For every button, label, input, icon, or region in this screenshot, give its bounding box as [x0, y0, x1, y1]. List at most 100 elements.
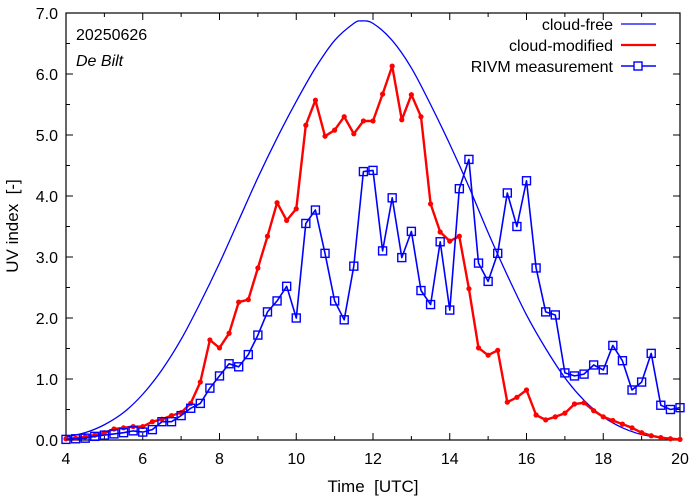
data-point	[370, 118, 376, 124]
data-point	[61, 434, 71, 445]
data-point	[619, 421, 626, 427]
data-point	[195, 398, 206, 409]
data-point	[138, 427, 148, 437]
data-point	[303, 122, 309, 128]
data-point	[312, 97, 319, 103]
data-point	[416, 285, 426, 296]
y-tick-label: 3.0	[36, 250, 58, 267]
data-point	[646, 348, 656, 359]
legend-label-cloud-free: cloud-free	[542, 17, 613, 34]
legend-label-rivm-measurement: RIVM measurement	[471, 59, 614, 76]
data-point	[473, 258, 484, 268]
data-point	[379, 91, 386, 97]
data-point	[571, 401, 578, 407]
data-point	[274, 200, 280, 206]
y-tick-label: 2.0	[36, 311, 58, 328]
data-point	[360, 118, 367, 124]
series-rivm-measurement	[61, 154, 685, 445]
date-annotation: 20250626	[76, 27, 147, 44]
data-point	[540, 307, 551, 317]
data-point	[627, 385, 637, 395]
data-point	[418, 114, 424, 120]
station-annotation: De Bilt	[76, 53, 124, 70]
data-point	[264, 233, 271, 239]
data-point	[617, 356, 628, 366]
x-axis-title: Time [UTC]	[328, 477, 419, 496]
data-point	[90, 431, 100, 442]
data-point	[176, 410, 186, 421]
data-point	[552, 414, 558, 420]
legend-marker-rivm-measurement	[633, 61, 643, 71]
data-point	[397, 252, 407, 263]
data-point	[188, 400, 194, 406]
data-point	[475, 345, 482, 351]
x-tick-label: 16	[518, 451, 536, 468]
data-point	[293, 206, 299, 212]
data-point	[157, 417, 167, 427]
data-point	[656, 400, 666, 410]
data-point	[166, 417, 177, 427]
y-tick-label: 5.0	[36, 128, 58, 145]
data-point	[205, 383, 215, 393]
data-point	[406, 226, 417, 237]
data-point	[310, 205, 321, 215]
x-tick-label: 14	[441, 451, 459, 468]
data-point	[149, 419, 155, 425]
data-point	[466, 286, 472, 292]
series-line	[65, 158, 681, 441]
data-point	[358, 166, 369, 177]
data-point	[80, 433, 90, 443]
data-point	[349, 261, 359, 271]
data-point	[665, 404, 676, 415]
data-point	[70, 434, 81, 444]
data-point	[243, 349, 253, 360]
data-point	[629, 425, 635, 431]
data-point	[329, 296, 340, 306]
y-tick-label: 0.0	[36, 433, 58, 450]
data-point	[454, 183, 465, 194]
data-point	[560, 368, 570, 378]
legend: cloud-free cloud-modified RIVM measureme…	[471, 17, 656, 76]
x-axis: 4 6 8 10 12 14 16 18 20	[62, 13, 689, 468]
series-cloud-free	[65, 20, 681, 440]
data-point	[368, 165, 378, 176]
data-point	[216, 345, 223, 351]
data-point	[562, 410, 568, 416]
data-point	[332, 127, 338, 133]
data-point	[147, 424, 158, 435]
data-point	[639, 430, 645, 436]
y-tick-label: 1.0	[36, 372, 58, 389]
data-point	[118, 427, 129, 438]
data-point	[608, 340, 618, 351]
x-tick-label: 12	[364, 451, 382, 468]
y-axis-title: UV index [-]	[3, 179, 22, 273]
data-point	[224, 359, 234, 369]
data-point	[437, 229, 443, 235]
data-point	[445, 305, 455, 315]
data-point	[214, 371, 225, 381]
data-point	[447, 238, 453, 244]
data-point	[322, 133, 328, 139]
data-point	[648, 433, 654, 439]
data-point	[245, 297, 251, 303]
data-point	[531, 263, 541, 273]
data-point	[226, 330, 232, 336]
data-point	[495, 347, 501, 353]
data-point	[111, 426, 117, 432]
legend-label-cloud-modified: cloud-modified	[509, 38, 613, 55]
data-point	[581, 400, 587, 406]
data-point	[521, 176, 532, 186]
x-tick-label: 4	[62, 451, 71, 468]
data-point	[339, 315, 349, 325]
y-tick-label: 4.0	[36, 189, 58, 206]
data-point	[341, 114, 347, 120]
data-point	[120, 425, 127, 431]
data-point	[435, 237, 445, 247]
x-tick-label: 6	[138, 451, 147, 468]
data-point	[502, 188, 513, 198]
data-point	[600, 414, 606, 420]
data-point	[523, 387, 530, 393]
x-tick-label: 8	[215, 451, 224, 468]
data-point	[291, 313, 301, 323]
